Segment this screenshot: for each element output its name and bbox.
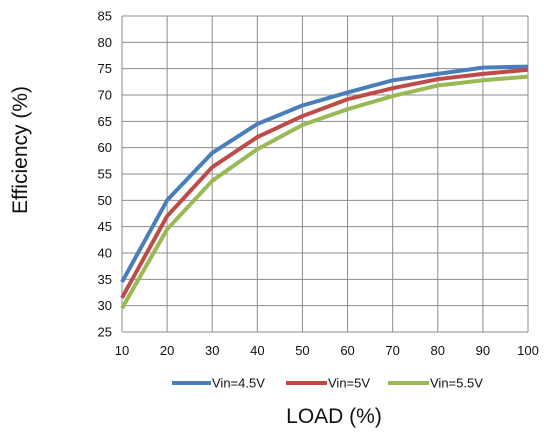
series-line-1 [120,64,529,283]
x-tick-label: 60 [340,343,354,358]
legend-label-1: Vin=4.5V [212,376,265,391]
legend-label-3: Vin=5.5V [430,376,483,391]
x-tick-labels: 10 20 30 40 50 60 70 80 90 100 [115,343,539,358]
x-axis-title: LOAD (%) [286,405,382,428]
y-tick-label: 40 [98,246,112,261]
grid-lines [121,15,529,333]
x-tick-label: 10 [115,343,129,358]
y-tick-label: 60 [98,140,112,155]
y-tick-label: 35 [98,272,112,287]
y-tick-label: 45 [98,219,112,234]
x-tick-label: 90 [476,343,490,358]
y-tick-label: 50 [98,193,112,208]
series-line-3 [120,74,529,310]
y-tick-label: 70 [98,88,112,103]
y-tick-label: 25 [98,325,112,340]
y-tick-label: 55 [98,167,112,182]
y-tick-label: 85 [98,9,112,24]
y-tick-label: 30 [98,298,112,313]
y-tick-label: 75 [98,61,112,76]
series-line-2 [120,67,529,299]
x-tick-label: 30 [205,343,219,358]
x-tick-label: 50 [295,343,309,358]
x-tick-label: 40 [250,343,264,358]
series-lines [120,64,529,310]
y-tick-label: 65 [98,114,112,129]
legend-label-2: Vin=5V [328,376,370,391]
legend: Vin=4.5V Vin=5V Vin=5.5V [172,376,483,391]
y-tick-label: 80 [98,35,112,50]
y-tick-labels: 25 30 35 40 45 50 55 60 65 70 75 80 85 [98,9,112,340]
x-tick-label: 20 [160,343,174,358]
x-tick-label: 80 [431,343,445,358]
x-tick-label: 100 [517,343,539,358]
y-axis-title: Efficiency (%) [9,86,32,214]
x-tick-label: 70 [385,343,399,358]
